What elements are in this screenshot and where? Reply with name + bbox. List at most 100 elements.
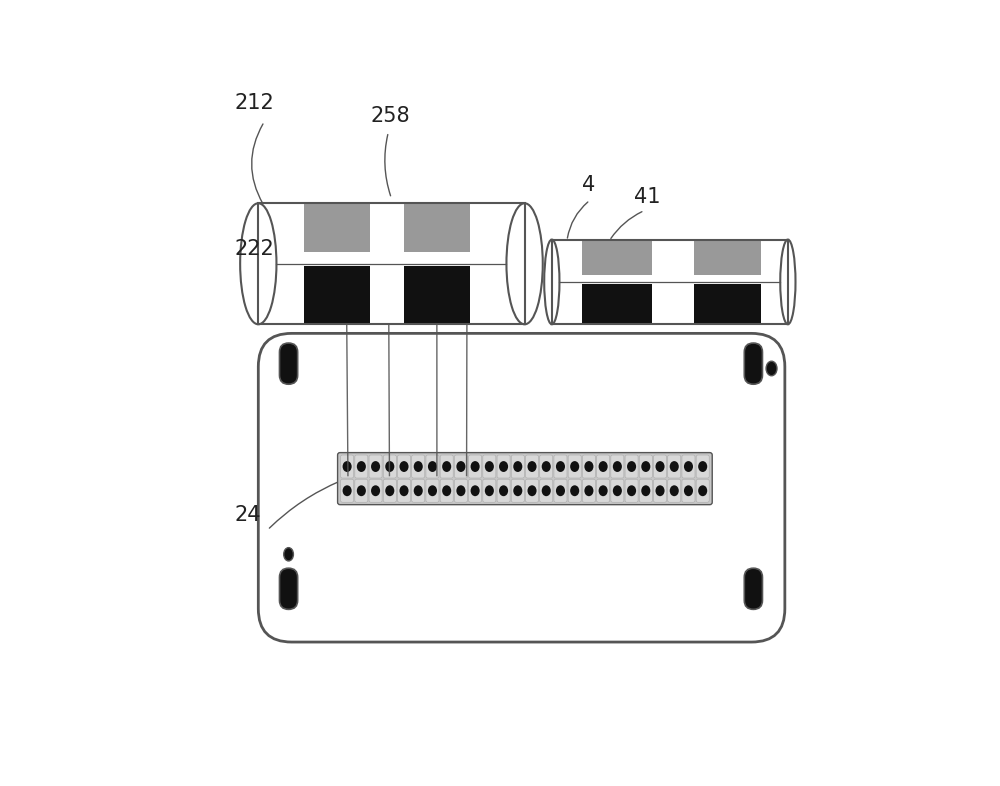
Ellipse shape: [442, 461, 451, 472]
FancyBboxPatch shape: [412, 479, 425, 502]
Ellipse shape: [385, 461, 394, 472]
Ellipse shape: [599, 485, 608, 496]
FancyBboxPatch shape: [412, 455, 425, 478]
FancyBboxPatch shape: [426, 455, 439, 478]
FancyBboxPatch shape: [469, 479, 482, 502]
Polygon shape: [404, 266, 470, 325]
FancyBboxPatch shape: [696, 455, 709, 478]
Text: 212: 212: [234, 94, 274, 113]
Ellipse shape: [471, 485, 480, 496]
FancyBboxPatch shape: [355, 455, 368, 478]
FancyBboxPatch shape: [654, 479, 667, 502]
FancyBboxPatch shape: [554, 479, 567, 502]
Ellipse shape: [556, 461, 565, 472]
FancyBboxPatch shape: [568, 479, 581, 502]
Ellipse shape: [385, 485, 394, 496]
Ellipse shape: [627, 461, 636, 472]
Ellipse shape: [240, 204, 276, 325]
Ellipse shape: [399, 461, 409, 472]
FancyBboxPatch shape: [440, 479, 453, 502]
Polygon shape: [404, 204, 470, 252]
Ellipse shape: [570, 461, 579, 472]
FancyBboxPatch shape: [696, 479, 709, 502]
Ellipse shape: [471, 461, 480, 472]
FancyBboxPatch shape: [639, 455, 652, 478]
Ellipse shape: [506, 204, 543, 325]
Ellipse shape: [485, 485, 494, 496]
Ellipse shape: [670, 485, 679, 496]
FancyBboxPatch shape: [369, 479, 382, 502]
Ellipse shape: [780, 240, 796, 325]
FancyBboxPatch shape: [483, 479, 496, 502]
FancyBboxPatch shape: [526, 479, 539, 502]
FancyBboxPatch shape: [258, 333, 785, 642]
Ellipse shape: [499, 461, 508, 472]
FancyBboxPatch shape: [454, 479, 467, 502]
Ellipse shape: [343, 485, 352, 496]
FancyBboxPatch shape: [568, 455, 581, 478]
Ellipse shape: [428, 461, 437, 472]
Text: 24: 24: [234, 505, 261, 525]
Ellipse shape: [684, 485, 693, 496]
Ellipse shape: [698, 485, 707, 496]
FancyBboxPatch shape: [383, 455, 396, 478]
FancyBboxPatch shape: [625, 455, 638, 478]
Ellipse shape: [766, 362, 777, 376]
FancyBboxPatch shape: [554, 455, 567, 478]
FancyBboxPatch shape: [483, 455, 496, 478]
Ellipse shape: [371, 461, 380, 472]
FancyBboxPatch shape: [582, 455, 595, 478]
FancyBboxPatch shape: [511, 455, 524, 478]
FancyBboxPatch shape: [526, 455, 539, 478]
Polygon shape: [582, 284, 652, 325]
Polygon shape: [694, 240, 761, 275]
Polygon shape: [694, 284, 761, 325]
Ellipse shape: [357, 485, 366, 496]
FancyBboxPatch shape: [611, 455, 624, 478]
Ellipse shape: [542, 461, 551, 472]
Ellipse shape: [599, 461, 608, 472]
Ellipse shape: [456, 485, 465, 496]
Ellipse shape: [527, 461, 537, 472]
Polygon shape: [304, 266, 370, 325]
FancyBboxPatch shape: [682, 455, 695, 478]
Ellipse shape: [698, 461, 707, 472]
Ellipse shape: [570, 485, 579, 496]
FancyBboxPatch shape: [744, 568, 762, 609]
Ellipse shape: [527, 485, 537, 496]
FancyBboxPatch shape: [639, 479, 652, 502]
Ellipse shape: [670, 461, 679, 472]
FancyBboxPatch shape: [511, 479, 524, 502]
Ellipse shape: [513, 485, 522, 496]
FancyBboxPatch shape: [668, 455, 681, 478]
FancyBboxPatch shape: [682, 479, 695, 502]
Ellipse shape: [613, 485, 622, 496]
FancyBboxPatch shape: [383, 479, 396, 502]
FancyBboxPatch shape: [469, 455, 482, 478]
Ellipse shape: [641, 485, 650, 496]
Text: 4: 4: [582, 175, 595, 195]
FancyBboxPatch shape: [744, 343, 762, 384]
Ellipse shape: [428, 485, 437, 496]
FancyBboxPatch shape: [426, 479, 439, 502]
FancyBboxPatch shape: [597, 479, 610, 502]
FancyBboxPatch shape: [398, 455, 411, 478]
Polygon shape: [304, 204, 370, 252]
Ellipse shape: [627, 485, 636, 496]
Text: 222: 222: [234, 239, 274, 259]
Ellipse shape: [513, 461, 522, 472]
Text: 41: 41: [634, 187, 660, 208]
FancyBboxPatch shape: [398, 479, 411, 502]
Ellipse shape: [456, 461, 465, 472]
Ellipse shape: [357, 461, 366, 472]
Ellipse shape: [544, 240, 559, 325]
Ellipse shape: [613, 461, 622, 472]
Ellipse shape: [442, 485, 451, 496]
FancyBboxPatch shape: [497, 479, 510, 502]
FancyBboxPatch shape: [540, 455, 553, 478]
FancyBboxPatch shape: [440, 455, 453, 478]
FancyBboxPatch shape: [540, 479, 553, 502]
Ellipse shape: [641, 461, 650, 472]
FancyBboxPatch shape: [597, 455, 610, 478]
Polygon shape: [552, 240, 788, 325]
